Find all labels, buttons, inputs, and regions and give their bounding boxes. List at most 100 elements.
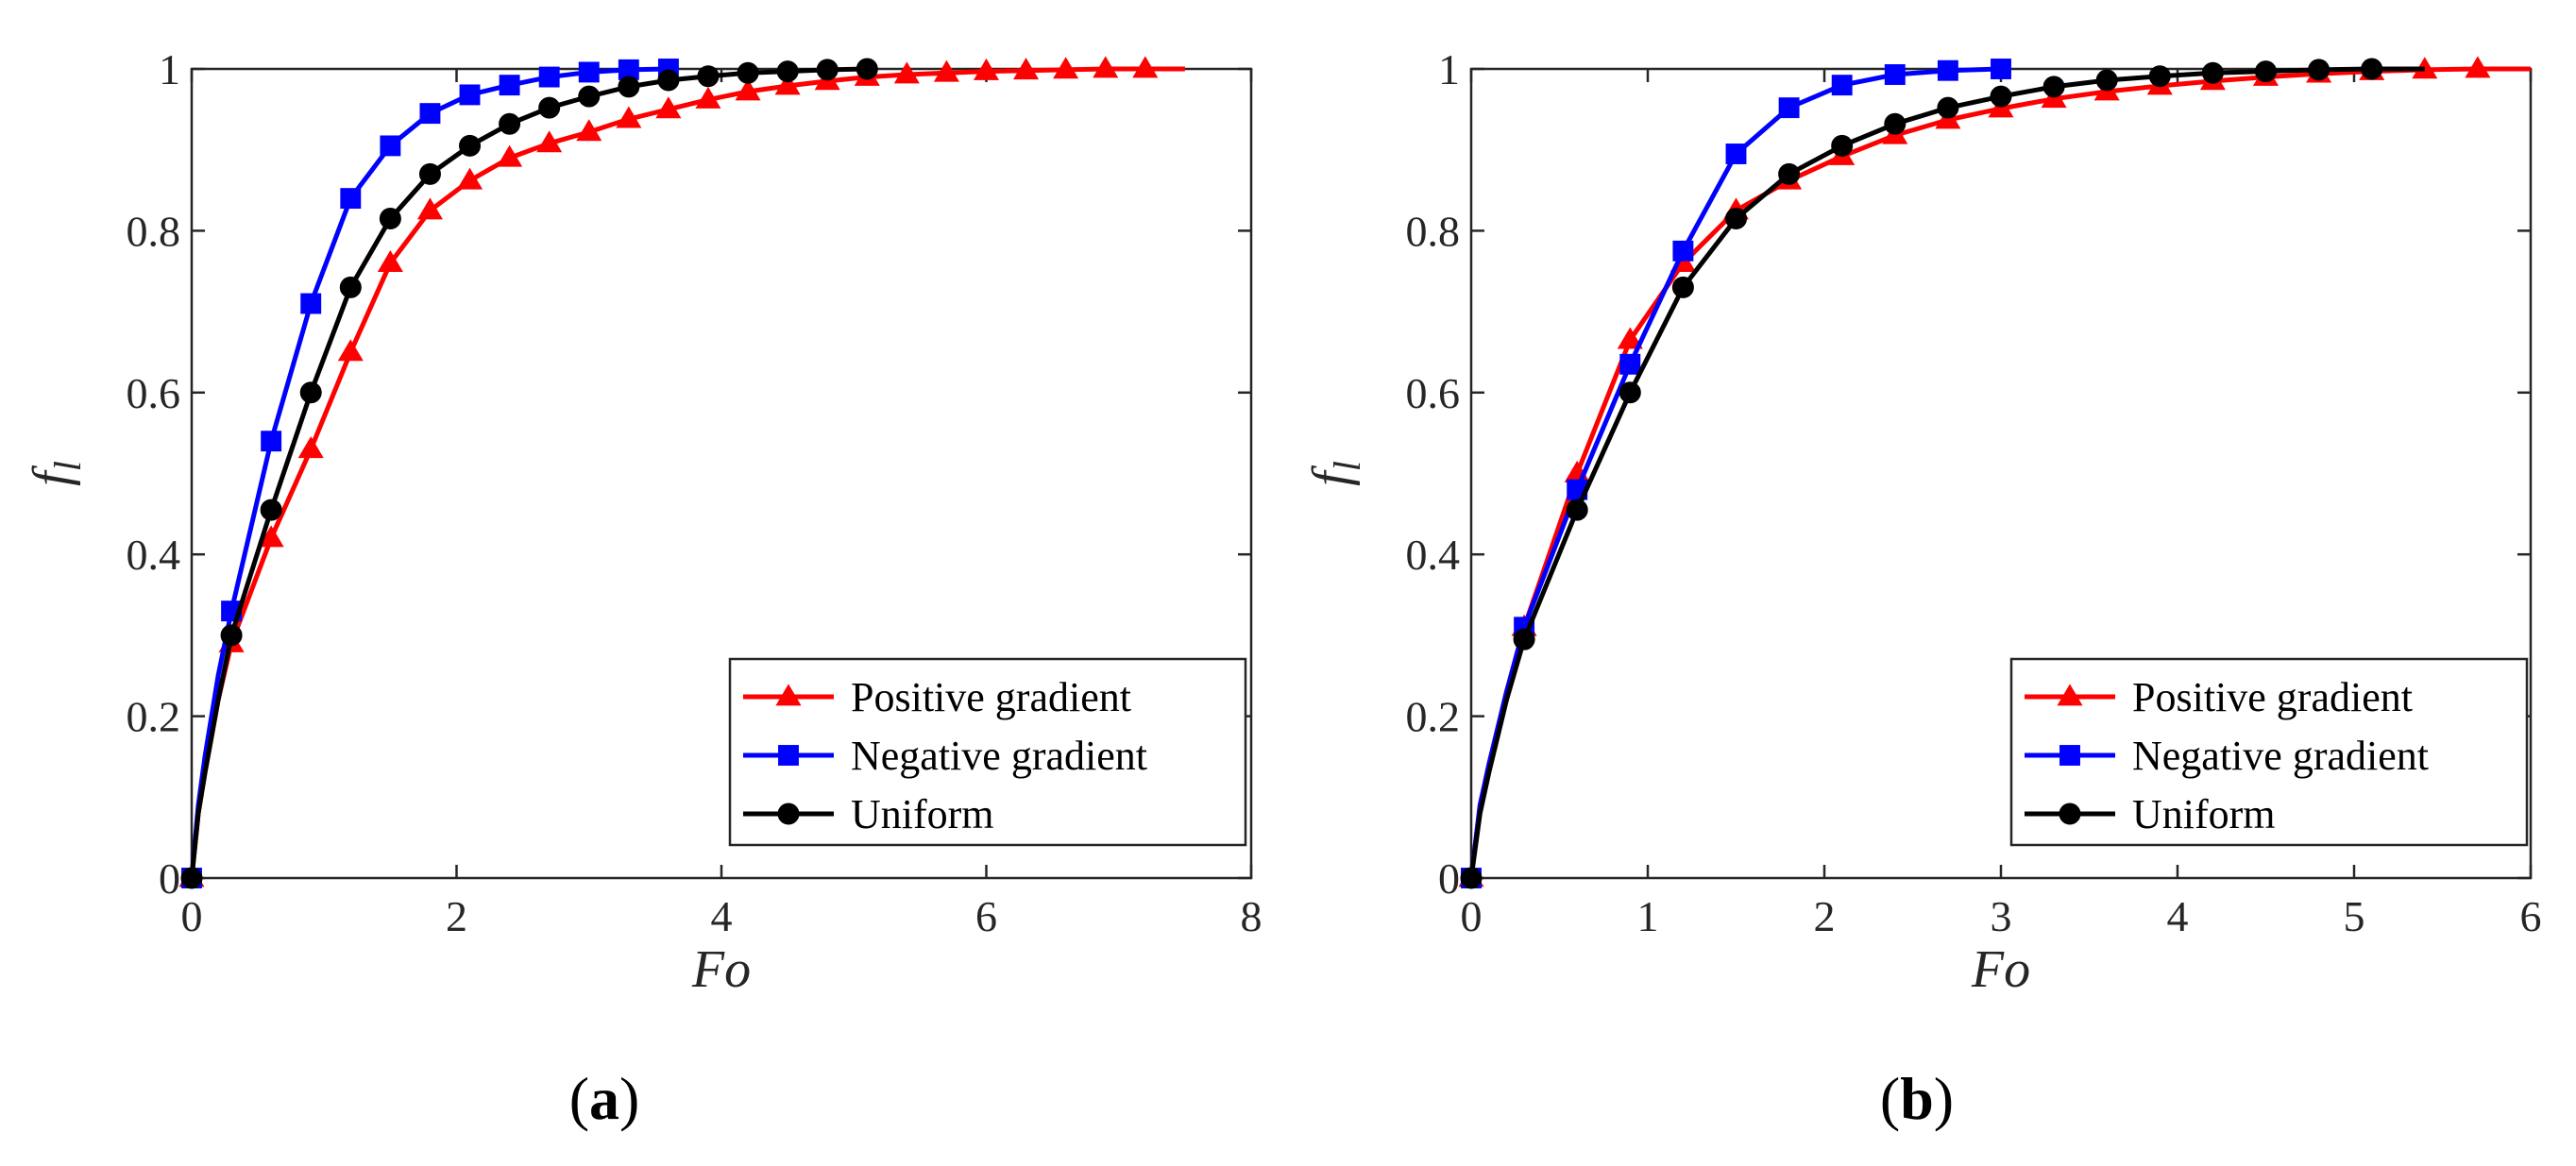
data-point: [576, 119, 602, 142]
data-point: [220, 624, 243, 647]
data-point: [1672, 240, 1694, 262]
data-point: [2255, 60, 2277, 83]
series-line: [189, 66, 669, 879]
data-point: [459, 84, 481, 106]
y-axis-label-sub: l: [46, 461, 89, 471]
x-tick-label: 4: [711, 892, 733, 940]
data-point: [616, 106, 642, 128]
legend-marker: [2059, 745, 2080, 766]
y-tick-label: 0.6: [1406, 369, 1461, 417]
x-tick-label: 0: [181, 892, 203, 940]
data-point: [2465, 56, 2491, 78]
x-tick-label: 8: [1241, 892, 1263, 940]
data-point: [735, 78, 761, 101]
y-tick-label: 0.2: [1406, 693, 1461, 741]
x-axis-label: Fo: [691, 940, 751, 999]
panel-label-open: (: [1880, 1065, 1900, 1132]
data-point: [695, 86, 721, 109]
legend-marker: [775, 684, 802, 706]
data-point: [337, 339, 364, 362]
data-point: [1619, 353, 1641, 375]
data-point: [2361, 58, 2383, 80]
data-point: [1617, 327, 1643, 349]
data-point: [499, 112, 521, 135]
legend-entry-label: Positive gradient: [851, 674, 1131, 720]
data-point: [2148, 65, 2171, 88]
panel-label-letter: a: [589, 1065, 619, 1132]
y-tick-label: 1: [1438, 45, 1460, 93]
data-point: [1778, 162, 1801, 185]
data-point: [260, 499, 282, 521]
data-point: [774, 73, 801, 95]
data-point: [856, 58, 878, 80]
x-tick-label: 2: [1814, 892, 1836, 940]
data-point: [1937, 96, 1959, 119]
data-point: [1831, 134, 1854, 157]
data-point: [457, 167, 483, 190]
data-point: [379, 208, 401, 230]
legend-entry-label: Uniform: [851, 791, 994, 837]
data-point: [297, 436, 324, 459]
x-tick-label: 6: [2520, 892, 2542, 940]
panel-label-close: ): [1934, 1065, 1954, 1132]
data-point: [2095, 69, 2118, 92]
data-point: [655, 96, 682, 119]
series-square: [181, 59, 679, 888]
x-tick-label: 5: [2344, 892, 2365, 940]
data-point: [1725, 144, 1747, 164]
data-point: [299, 381, 322, 404]
series-circle: [1460, 58, 2425, 889]
data-point: [776, 60, 799, 83]
data-point: [1093, 56, 1119, 78]
data-point: [1460, 867, 1483, 889]
data-point: [1831, 75, 1853, 96]
data-point: [973, 58, 1000, 80]
panel-label-open: (: [569, 1065, 589, 1132]
x-tick-label: 6: [975, 892, 997, 940]
y-tick-label: 0.8: [127, 207, 181, 255]
data-point: [1013, 58, 1040, 80]
data-point: [1513, 628, 1535, 651]
legend-entry-label: Uniform: [2132, 791, 2276, 837]
data-point: [380, 135, 401, 157]
legend-marker: [2057, 684, 2083, 706]
data-point: [816, 59, 839, 81]
legend-marker: [778, 745, 799, 766]
data-point: [377, 250, 403, 273]
legend-marker: [2059, 803, 2081, 825]
legend-marker: [777, 803, 800, 825]
data-point: [340, 188, 362, 210]
series-line: [1468, 66, 2425, 879]
data-point: [339, 276, 362, 298]
y-tick-label: 0.2: [127, 693, 181, 741]
legend: Positive gradient Negative gradient Unifor…: [2009, 657, 2529, 847]
x-axis-label: Fo: [1971, 940, 2030, 999]
data-point: [893, 61, 920, 84]
data-point: [578, 61, 600, 83]
y-tick-label: 0.4: [1406, 531, 1461, 579]
data-point: [578, 85, 601, 108]
x-tick-label: 2: [446, 892, 467, 940]
panel-label-letter: b: [1900, 1065, 1934, 1132]
x-tick-label: 0: [1461, 892, 1483, 940]
data-point: [2308, 59, 2330, 81]
data-point: [1132, 56, 1159, 78]
data-point: [1618, 381, 1641, 404]
data-point: [1778, 97, 1800, 119]
data-point: [416, 197, 443, 220]
panel-label: (a): [569, 1065, 640, 1132]
data-point: [418, 162, 441, 185]
data-point: [1053, 57, 1079, 79]
data-point: [497, 144, 523, 167]
y-tick-label: 0.6: [127, 369, 181, 417]
data-point: [737, 61, 759, 84]
y-tick-label: 0.4: [127, 531, 181, 579]
legend-entry-label: Negative gradient: [2132, 733, 2429, 779]
data-point: [618, 76, 640, 98]
y-tick-label: 0: [159, 854, 180, 903]
x-tick-label: 4: [2167, 892, 2189, 940]
data-point: [657, 69, 680, 92]
y-tick-label: 1: [159, 45, 180, 93]
